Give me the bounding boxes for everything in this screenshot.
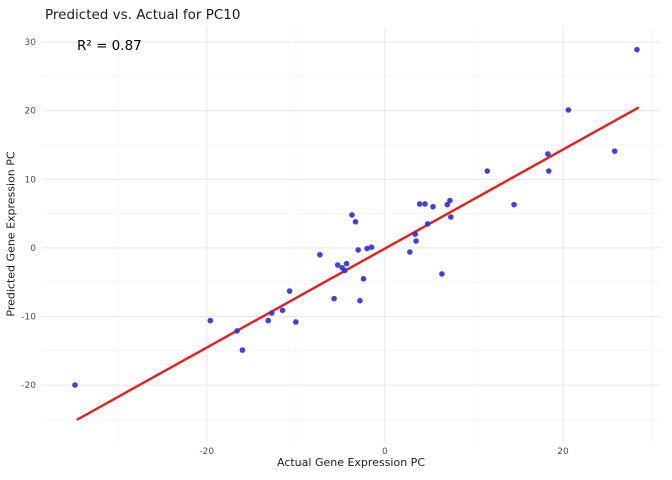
data-point (611, 148, 618, 154)
chart-title: Predicted vs. Actual for PC10 (45, 7, 241, 23)
data-point (360, 275, 367, 282)
x-axis-title: Actual Gene Expression PC (276, 456, 426, 469)
data-point (368, 244, 375, 250)
data-point (293, 319, 299, 325)
x-tick-label: -20 (199, 447, 214, 457)
data-point (416, 201, 423, 207)
y-tick-label: 0 (30, 244, 36, 254)
data-point (352, 219, 359, 225)
data-point (355, 247, 361, 253)
data-point (342, 267, 348, 274)
data-point (565, 107, 572, 113)
r-squared-annotation: R² = 0.87 (77, 38, 142, 54)
y-tick-label: 30 (25, 38, 37, 48)
data-point (413, 238, 419, 244)
data-point (439, 271, 445, 277)
data-point (447, 197, 453, 204)
data-point (484, 168, 491, 174)
y-tick-label: -10 (21, 312, 36, 322)
x-tick-label: 20 (557, 447, 569, 457)
data-point (430, 203, 436, 210)
y-axis-title: Predicted Gene Expression PC (4, 151, 18, 317)
data-point (72, 382, 78, 388)
data-point (424, 221, 431, 227)
data-point (265, 317, 272, 324)
data-point (286, 288, 293, 294)
data-point (317, 251, 323, 258)
data-point (448, 214, 454, 220)
data-point (545, 168, 552, 174)
data-point (234, 328, 240, 334)
data-point (545, 151, 551, 157)
data-point (422, 201, 428, 207)
data-point (334, 262, 341, 268)
data-point (279, 307, 286, 314)
data-point (407, 249, 413, 255)
data-point (343, 260, 350, 267)
x-tick-label: 0 (382, 447, 388, 457)
data-point (239, 347, 246, 353)
data-point (268, 310, 275, 316)
data-point (207, 317, 214, 324)
data-point (331, 295, 337, 302)
data-point (511, 201, 517, 208)
data-point (634, 46, 640, 53)
data-point (349, 212, 355, 218)
data-point (364, 245, 370, 252)
data-point (357, 297, 363, 304)
data-point (412, 231, 418, 237)
data-point (444, 201, 451, 208)
regression-line (76, 106, 640, 421)
y-tick-label: 20 (25, 107, 37, 117)
y-tick-label: 10 (25, 175, 37, 185)
y-tick-label: -20 (21, 381, 36, 391)
